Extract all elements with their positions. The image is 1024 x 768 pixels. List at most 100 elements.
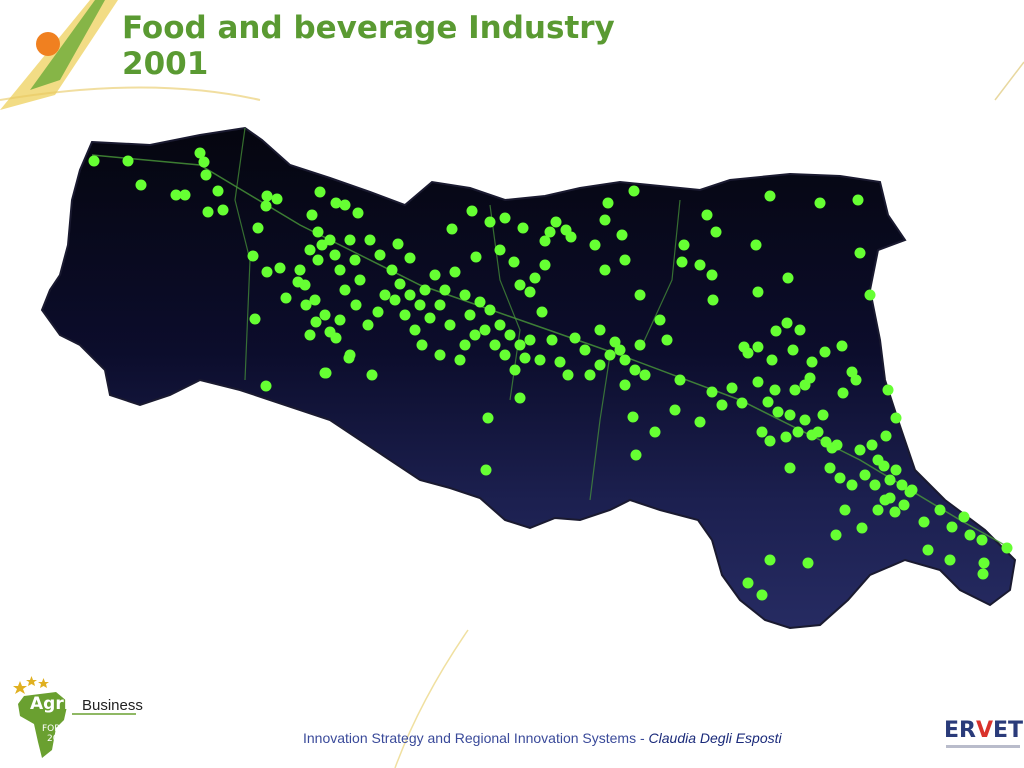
worker-dot bbox=[509, 364, 521, 376]
footer-author: Claudia Degli Esposti bbox=[648, 730, 782, 746]
worker-dot bbox=[579, 344, 591, 356]
worker-dot bbox=[934, 504, 946, 516]
worker-dot bbox=[330, 197, 342, 209]
worker-dot bbox=[449, 266, 461, 278]
worker-dot bbox=[782, 272, 794, 284]
worker-dot bbox=[756, 426, 768, 438]
ervet-part-1: ER bbox=[944, 718, 976, 743]
worker-dot bbox=[846, 479, 858, 491]
worker-dot bbox=[334, 314, 346, 326]
worker-dot bbox=[756, 589, 768, 601]
worker-dot bbox=[392, 238, 404, 250]
worker-dot bbox=[319, 309, 331, 321]
worker-dot bbox=[736, 397, 748, 409]
worker-dot bbox=[517, 222, 529, 234]
worker-dot bbox=[977, 568, 989, 580]
worker-dot bbox=[831, 439, 843, 451]
worker-dot bbox=[594, 359, 606, 371]
worker-dot bbox=[314, 186, 326, 198]
worker-dot bbox=[544, 226, 556, 238]
worker-dot bbox=[707, 294, 719, 306]
forum-line-1: FORUM bbox=[42, 724, 75, 734]
worker-dot bbox=[630, 449, 642, 461]
worker-dot bbox=[814, 197, 826, 209]
worker-dot bbox=[212, 185, 224, 197]
worker-dot bbox=[866, 439, 878, 451]
worker-dot bbox=[464, 309, 476, 321]
worker-dot bbox=[536, 306, 548, 318]
worker-dot bbox=[852, 194, 864, 206]
worker-dot bbox=[539, 235, 551, 247]
worker-dot bbox=[594, 324, 606, 336]
worker-dot bbox=[752, 286, 764, 298]
worker-dot bbox=[710, 226, 722, 238]
worker-dot bbox=[88, 155, 100, 167]
worker-dot bbox=[470, 251, 482, 263]
worker-dot bbox=[514, 339, 526, 351]
worker-dot bbox=[922, 544, 934, 556]
worker-dot bbox=[444, 319, 456, 331]
worker-dot bbox=[354, 274, 366, 286]
worker-dot bbox=[694, 259, 706, 271]
worker-dot bbox=[752, 341, 764, 353]
worker-dot bbox=[604, 349, 616, 361]
worker-dot bbox=[799, 414, 811, 426]
worker-dot bbox=[482, 412, 494, 424]
worker-dot bbox=[792, 426, 804, 438]
worker-dot bbox=[872, 504, 884, 516]
worker-dot bbox=[944, 554, 956, 566]
worker-dot bbox=[654, 314, 666, 326]
worker-dot bbox=[260, 380, 272, 392]
ervet-tagline-bar bbox=[946, 745, 1020, 748]
footer-text: Innovation Strategy and Regional Innovat… bbox=[303, 730, 649, 746]
worker-dot bbox=[839, 504, 851, 516]
worker-dot bbox=[750, 239, 762, 251]
worker-dot bbox=[469, 329, 481, 341]
worker-dot bbox=[274, 262, 286, 274]
ervet-part-2: V bbox=[975, 718, 993, 743]
worker-dot bbox=[884, 474, 896, 486]
worker-dot bbox=[958, 511, 970, 523]
worker-dot bbox=[217, 204, 229, 216]
agri-business-logo: Agri Business FORUM 2008 bbox=[8, 672, 148, 762]
worker-dot bbox=[766, 354, 778, 366]
worker-dot bbox=[781, 317, 793, 329]
worker-dot bbox=[499, 212, 511, 224]
worker-dot bbox=[261, 266, 273, 278]
worker-dot bbox=[878, 460, 890, 472]
worker-dot bbox=[836, 340, 848, 352]
worker-dot bbox=[906, 484, 918, 496]
title-line-2: 2001 bbox=[122, 46, 209, 82]
worker-dot bbox=[364, 234, 376, 246]
worker-dot bbox=[780, 431, 792, 443]
worker-dot bbox=[674, 374, 686, 386]
worker-dot bbox=[676, 256, 688, 268]
worker-dot bbox=[854, 444, 866, 456]
worker-dot bbox=[514, 392, 526, 404]
worker-dot bbox=[524, 334, 536, 346]
worker-dot bbox=[649, 426, 661, 438]
worker-dot bbox=[769, 384, 781, 396]
africa-star-icon bbox=[13, 676, 136, 758]
page-title: Food and beverage Industry 2001 bbox=[122, 10, 615, 82]
worker-dot bbox=[479, 324, 491, 336]
worker-dot bbox=[884, 492, 896, 504]
road-south bbox=[589, 354, 611, 501]
worker-dot bbox=[834, 472, 846, 484]
worker-dot bbox=[489, 339, 501, 351]
worker-dot bbox=[890, 464, 902, 476]
worker-dot bbox=[249, 313, 261, 325]
worker-dot bbox=[494, 244, 506, 256]
worker-dot bbox=[343, 352, 355, 364]
worker-dot bbox=[194, 147, 206, 159]
worker-dot bbox=[627, 411, 639, 423]
worker-dot bbox=[304, 329, 316, 341]
worker-dot bbox=[830, 529, 842, 541]
worker-dot bbox=[589, 239, 601, 251]
worker-dot bbox=[812, 426, 824, 438]
worker-dot bbox=[200, 169, 212, 181]
worker-dot bbox=[414, 299, 426, 311]
worker-dot bbox=[784, 409, 796, 421]
worker-dot bbox=[419, 284, 431, 296]
